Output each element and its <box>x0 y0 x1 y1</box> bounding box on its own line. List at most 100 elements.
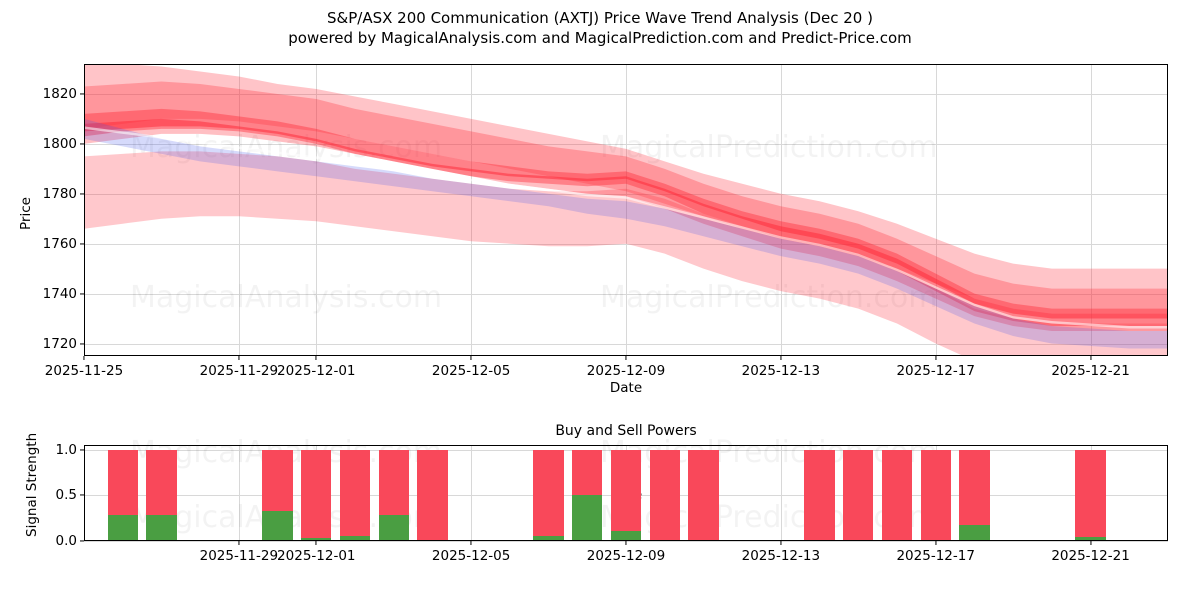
y-tick-label: 1740 <box>42 285 77 302</box>
power-bar[interactable] <box>572 449 603 541</box>
gridline <box>238 445 240 541</box>
y-tick-label: 1.0 <box>55 441 77 458</box>
x-tick-mark <box>935 356 937 360</box>
price-y-axis-label: Price <box>18 197 34 230</box>
buy-power-segment <box>959 525 990 541</box>
power-bar[interactable] <box>146 449 177 541</box>
title-line-1: S&P/ASX 200 Communication (AXTJ) Price W… <box>327 9 873 27</box>
power-bar[interactable] <box>262 449 293 541</box>
x-tick-label: 2025-12-05 <box>431 548 511 564</box>
buy-power-segment <box>1075 537 1106 541</box>
power-bar[interactable] <box>107 449 138 541</box>
x-tick-label: 2025-12-17 <box>896 548 975 564</box>
price-wave-chart: 1720 1740 1760 1780 1800 1820 2025-11-25 2025-… <box>18 64 1168 396</box>
y-tick-mark <box>80 243 84 245</box>
title-line-2: powered by MagicalAnalysis.com and Magic… <box>288 29 912 47</box>
power-bar[interactable] <box>649 449 680 541</box>
buy-power-segment <box>533 536 564 541</box>
x-tick-label: 2025-12-21 <box>1051 548 1130 564</box>
y-tick-mark <box>80 293 84 295</box>
buy-power-segment <box>572 495 603 541</box>
page-title: S&P/ASX 200 Communication (AXTJ) Price W… <box>0 8 1200 48</box>
sell-power-segment <box>301 449 332 541</box>
x-tick-mark <box>238 541 240 545</box>
x-tick-label: 2025-12-05 <box>431 363 511 379</box>
sell-power-segment <box>417 449 448 541</box>
x-tick-mark <box>1090 541 1092 545</box>
gridline <box>471 64 473 356</box>
gridline <box>626 64 627 356</box>
y-tick-label: 1820 <box>42 85 77 102</box>
buy-power-segment <box>146 515 177 541</box>
sell-power-segment <box>688 449 719 541</box>
buy-power-segment <box>378 515 409 541</box>
x-tick-label: 2025-11-29 <box>199 548 279 564</box>
buy-power-segment <box>262 510 293 541</box>
wave-band-outer-upper-red <box>84 64 1168 314</box>
y-tick-mark <box>80 193 84 195</box>
buy-power-segment <box>301 538 332 541</box>
sell-power-segment <box>339 449 371 541</box>
y-tick-label: 1720 <box>42 335 77 352</box>
x-tick-mark <box>315 541 317 545</box>
gridline <box>316 64 318 356</box>
y-tick-mark <box>80 143 84 145</box>
buy-power-segment <box>339 536 371 541</box>
power-bar[interactable] <box>843 449 874 541</box>
x-tick-label: 2025-12-01 <box>277 363 356 379</box>
gridline <box>238 64 240 356</box>
x-tick-label: 2025-12-21 <box>1051 363 1130 379</box>
y-tick-label: 1800 <box>42 135 77 152</box>
gridline <box>935 64 937 356</box>
sell-power-segment <box>610 449 642 541</box>
x-tick-label: 2025-12-01 <box>277 548 356 564</box>
power-y-axis-label: Signal Strength <box>24 432 40 537</box>
power-bar[interactable] <box>610 449 642 541</box>
x-tick-mark <box>935 541 937 545</box>
gridline <box>471 445 473 541</box>
x-tick-mark <box>625 356 627 360</box>
y-tick-label: 1780 <box>42 185 77 202</box>
sell-power-segment <box>533 449 564 541</box>
power-bar[interactable] <box>881 449 913 541</box>
sell-power-segment <box>843 449 874 541</box>
buy-sell-powers-chart: Buy and Sell Powers 0.0 0.5 1.0 2025-11-29… <box>24 423 1168 564</box>
y-tick-mark <box>80 449 84 451</box>
sell-power-segment <box>804 449 835 541</box>
y-tick-mark <box>80 494 84 496</box>
power-bar[interactable] <box>1075 449 1106 541</box>
power-bar[interactable] <box>804 449 835 541</box>
power-bar[interactable] <box>378 449 409 541</box>
x-tick-mark <box>780 541 782 545</box>
power-bar[interactable] <box>301 449 332 541</box>
sell-power-segment <box>649 449 680 541</box>
wave-band-blue-wave-band <box>84 118 1168 349</box>
x-tick-mark <box>315 356 317 360</box>
x-tick-mark <box>780 356 782 360</box>
x-tick-label: 2025-11-29 <box>199 363 279 379</box>
price-wave-bands <box>84 64 1168 356</box>
power-bar[interactable] <box>959 449 990 541</box>
power-bar[interactable] <box>920 449 951 541</box>
power-bar-series <box>84 445 1168 541</box>
x-tick-mark <box>470 356 472 360</box>
buy-power-segment <box>107 515 138 541</box>
sell-power-segment <box>881 449 913 541</box>
x-tick-label: 2025-12-13 <box>741 548 821 564</box>
y-tick-label: 0.5 <box>55 487 77 504</box>
x-tick-mark <box>625 541 627 545</box>
power-bar[interactable] <box>339 449 371 541</box>
x-tick-label: 2025-12-17 <box>896 363 975 379</box>
power-bar[interactable] <box>417 449 448 541</box>
power-bar[interactable] <box>533 449 564 541</box>
x-tick-mark <box>238 356 240 360</box>
x-tick-mark <box>470 541 472 545</box>
power-bar[interactable] <box>688 449 719 541</box>
power-chart-title: Buy and Sell Powers <box>555 423 697 439</box>
sell-power-segment <box>1075 449 1106 541</box>
gridline <box>780 64 782 356</box>
sell-power-segment <box>920 449 951 541</box>
price-x-axis-label: Date <box>609 380 643 396</box>
gridline <box>1090 64 1092 356</box>
